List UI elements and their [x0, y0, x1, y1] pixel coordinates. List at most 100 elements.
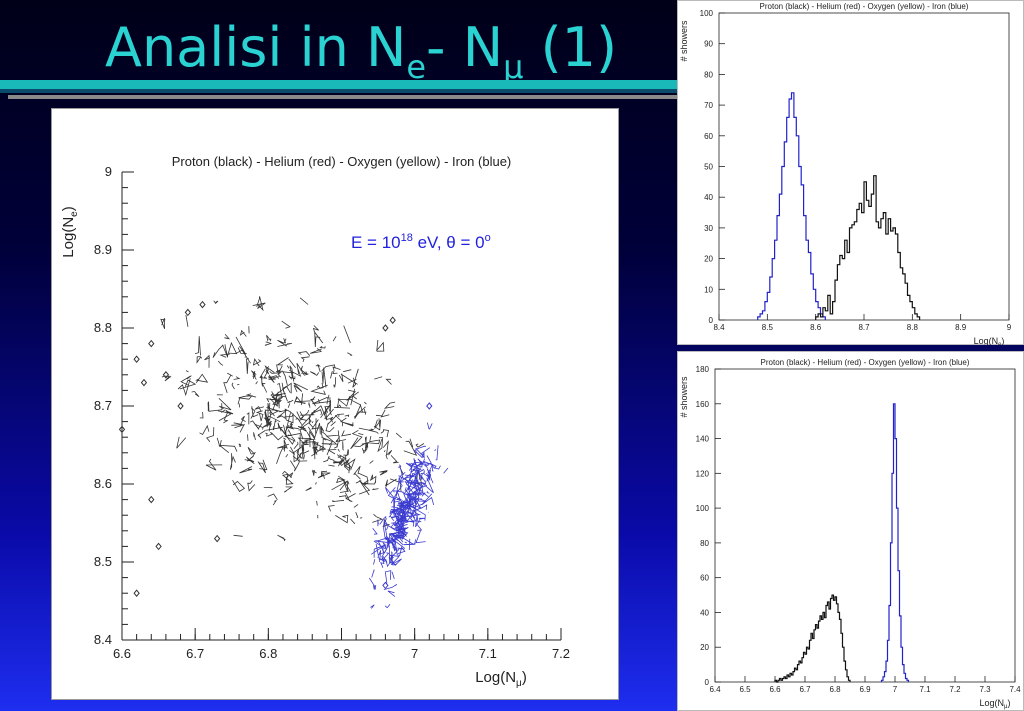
contour-mark: [288, 422, 299, 430]
contour-mark: [253, 432, 256, 441]
contour-mark: [286, 365, 290, 369]
contour-mark: [337, 448, 340, 452]
contour-mark: [317, 398, 320, 403]
x-tick-label: 8.8: [907, 323, 919, 332]
contour-mark: [267, 374, 276, 384]
contour-mark: [196, 356, 203, 364]
contour-mark: [319, 445, 327, 451]
x-tick-label: 7: [893, 685, 898, 694]
contour-mark: [199, 424, 210, 436]
outlier-point: [133, 589, 140, 597]
contour-mark: [266, 335, 272, 342]
contour-mark: [300, 393, 304, 406]
contour-mark: [339, 490, 350, 493]
title-subscript-e: e: [406, 48, 427, 86]
contour-mark: [390, 490, 401, 504]
contour-mark: [227, 372, 233, 377]
contour-mark: [310, 371, 320, 376]
contour-mark: [420, 447, 431, 455]
contour-mark: [434, 465, 441, 470]
contour-mark: [292, 455, 308, 462]
contour-mark: [413, 480, 419, 483]
y-tick-label: 8.7: [94, 398, 112, 413]
contour-mark: [266, 402, 271, 421]
contour-mark: [419, 484, 428, 488]
outlier-point: [148, 339, 155, 348]
contour-mark: [277, 534, 286, 542]
contour-mark: [370, 604, 375, 609]
contour-mark: [401, 527, 407, 533]
contour-mark: [390, 515, 400, 530]
x-tick-label: 7.3: [979, 685, 991, 694]
contour-mark: [393, 498, 395, 509]
contour-mark: [257, 461, 266, 474]
contour-mark: [340, 373, 358, 385]
y-tick-label: 9: [105, 164, 112, 179]
contour-mark: [212, 344, 224, 358]
contour-mark: [311, 421, 314, 424]
y-tick-label: 8.8: [94, 320, 112, 335]
contour-mark: [339, 454, 347, 460]
contour-mark: [300, 417, 312, 429]
contour-mark: [412, 504, 428, 512]
contour-mark: [254, 405, 265, 412]
y-tick-label: 40: [700, 608, 709, 617]
contour-mark: [199, 411, 204, 419]
contour-mark: [330, 421, 336, 427]
contour-mark: [293, 382, 308, 393]
contour-mark: [347, 352, 353, 356]
contour-mark: [371, 569, 375, 578]
contour-mark: [361, 441, 370, 449]
ne-histogram-panel: Proton (black) - Helium (red) - Oxygen (…: [677, 0, 1024, 345]
contour-mark: [403, 499, 408, 509]
y-tick-label: 90: [704, 40, 713, 49]
nmu-histogram-chart: Proton (black) - Helium (red) - Oxygen (…: [677, 351, 1024, 711]
contour-mark: [289, 446, 295, 455]
contour-mark: [399, 473, 411, 483]
contour-mark: [323, 434, 339, 445]
x-tick-label: 6.7: [799, 685, 811, 694]
contour-mark: [360, 411, 367, 415]
x-tick-label: 6.4: [709, 685, 721, 694]
contour-mark: [337, 454, 344, 465]
contour-mark: [179, 379, 197, 390]
contour-mark: [368, 428, 379, 434]
contour-mark: [259, 459, 268, 471]
contour-mark: [353, 504, 359, 508]
contour-mark: [388, 508, 396, 518]
contour-mark: [398, 513, 406, 522]
contour-mark: [239, 466, 253, 474]
contour-mark: [369, 460, 374, 464]
contour-mark: [408, 504, 426, 521]
contour-mark: [264, 341, 273, 347]
y-tick-label: 70: [704, 101, 713, 110]
contour-mark: [233, 376, 241, 380]
contour-mark: [395, 524, 408, 529]
contour-mark: [253, 423, 264, 430]
contour-mark: [335, 514, 349, 524]
contour-mark: [323, 455, 330, 463]
contour-mark: [218, 444, 238, 454]
contour-mark: [391, 571, 395, 580]
contour-mark: [413, 487, 420, 505]
contour-mark: [332, 366, 341, 374]
contour-mark: [283, 437, 287, 440]
contour-mark: [324, 417, 326, 420]
contour-mark: [246, 412, 250, 425]
contour-mark: [340, 458, 351, 466]
contour-mark: [283, 338, 286, 344]
y-tick-label: 60: [704, 132, 713, 141]
outlier-point: [199, 300, 206, 309]
contour-mark: [352, 395, 357, 400]
x-tick-label: 7.1: [919, 685, 931, 694]
contour-mark: [377, 519, 379, 527]
y-tick-label: 60: [700, 574, 709, 583]
contour-mark: [316, 382, 324, 389]
ne-histogram-chart: Proton (black) - Helium (red) - Oxygen (…: [677, 0, 1024, 345]
contour-mark: [411, 499, 420, 515]
outlier-point: [426, 402, 433, 410]
contour-mark: [310, 396, 317, 407]
x-tick-label: 6.7: [186, 646, 204, 661]
contour-mark: [361, 447, 368, 454]
y-tick-label: 10: [704, 285, 713, 294]
